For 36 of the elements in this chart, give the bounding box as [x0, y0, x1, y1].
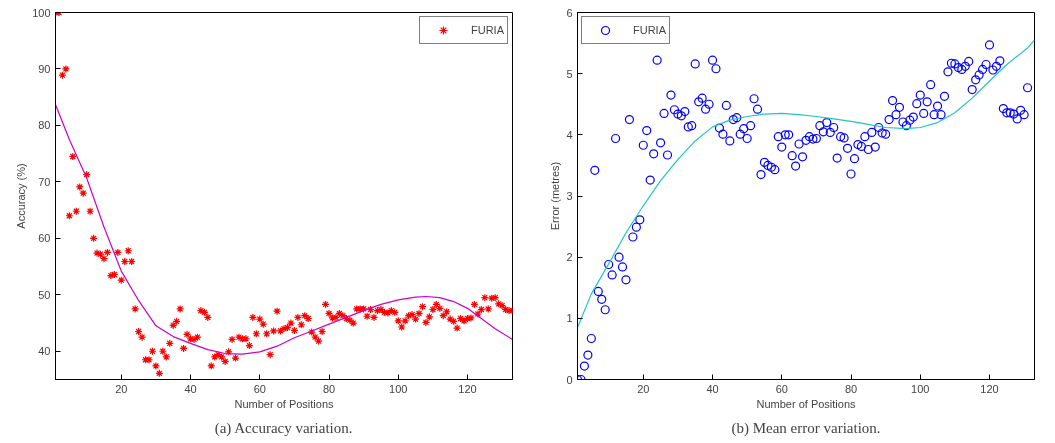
x-tick-label: 40 [706, 382, 719, 395]
y-tick-label: 3 [566, 190, 573, 202]
y-tick-label: 70 [38, 175, 51, 188]
legend-label: FURIA [633, 24, 666, 36]
x-tick-label: 120 [980, 382, 999, 395]
y-tick-label: 6 [566, 6, 573, 19]
x-axis-title: Number of Positions [234, 397, 335, 410]
line-series [55, 103, 513, 355]
x-tick-label: 80 [322, 382, 336, 395]
y-tick-label: 0 [566, 373, 573, 386]
y-axis-title: Error (metres) [549, 161, 562, 231]
y-axis-title: Accuracy (%) [15, 163, 28, 229]
y-tick-label: 50 [38, 288, 51, 301]
x-tick-label: 100 [911, 382, 930, 395]
y-tick-label: 40 [38, 345, 51, 358]
text: (b) Mean error variation. [731, 419, 881, 437]
line-series [577, 39, 1035, 329]
y-tick-label: 80 [38, 119, 51, 132]
y-tick-label: 90 [38, 62, 51, 75]
x-tick-label: 80 [844, 382, 858, 395]
x-tick-label: 60 [775, 382, 788, 395]
x-tick-label: 20 [637, 382, 650, 395]
x-axis-title: Number of Positions [756, 397, 857, 410]
y-tick-label: 1 [566, 312, 573, 325]
x-tick-label: 20 [115, 382, 128, 395]
text: (a) Accuracy variation. [214, 419, 353, 437]
x-tick-label: 40 [184, 382, 197, 395]
y-tick-label: 5 [566, 67, 573, 80]
x-tick-label: 100 [389, 382, 408, 395]
y-tick-label: 2 [566, 251, 573, 264]
legend-label: FURIA [471, 24, 504, 36]
y-tick-label: 100 [32, 6, 51, 19]
y-tick-label: 60 [38, 232, 51, 245]
x-tick-label: 60 [253, 382, 266, 395]
y-tick-label: 4 [566, 128, 573, 141]
x-tick-label: 120 [458, 382, 477, 395]
